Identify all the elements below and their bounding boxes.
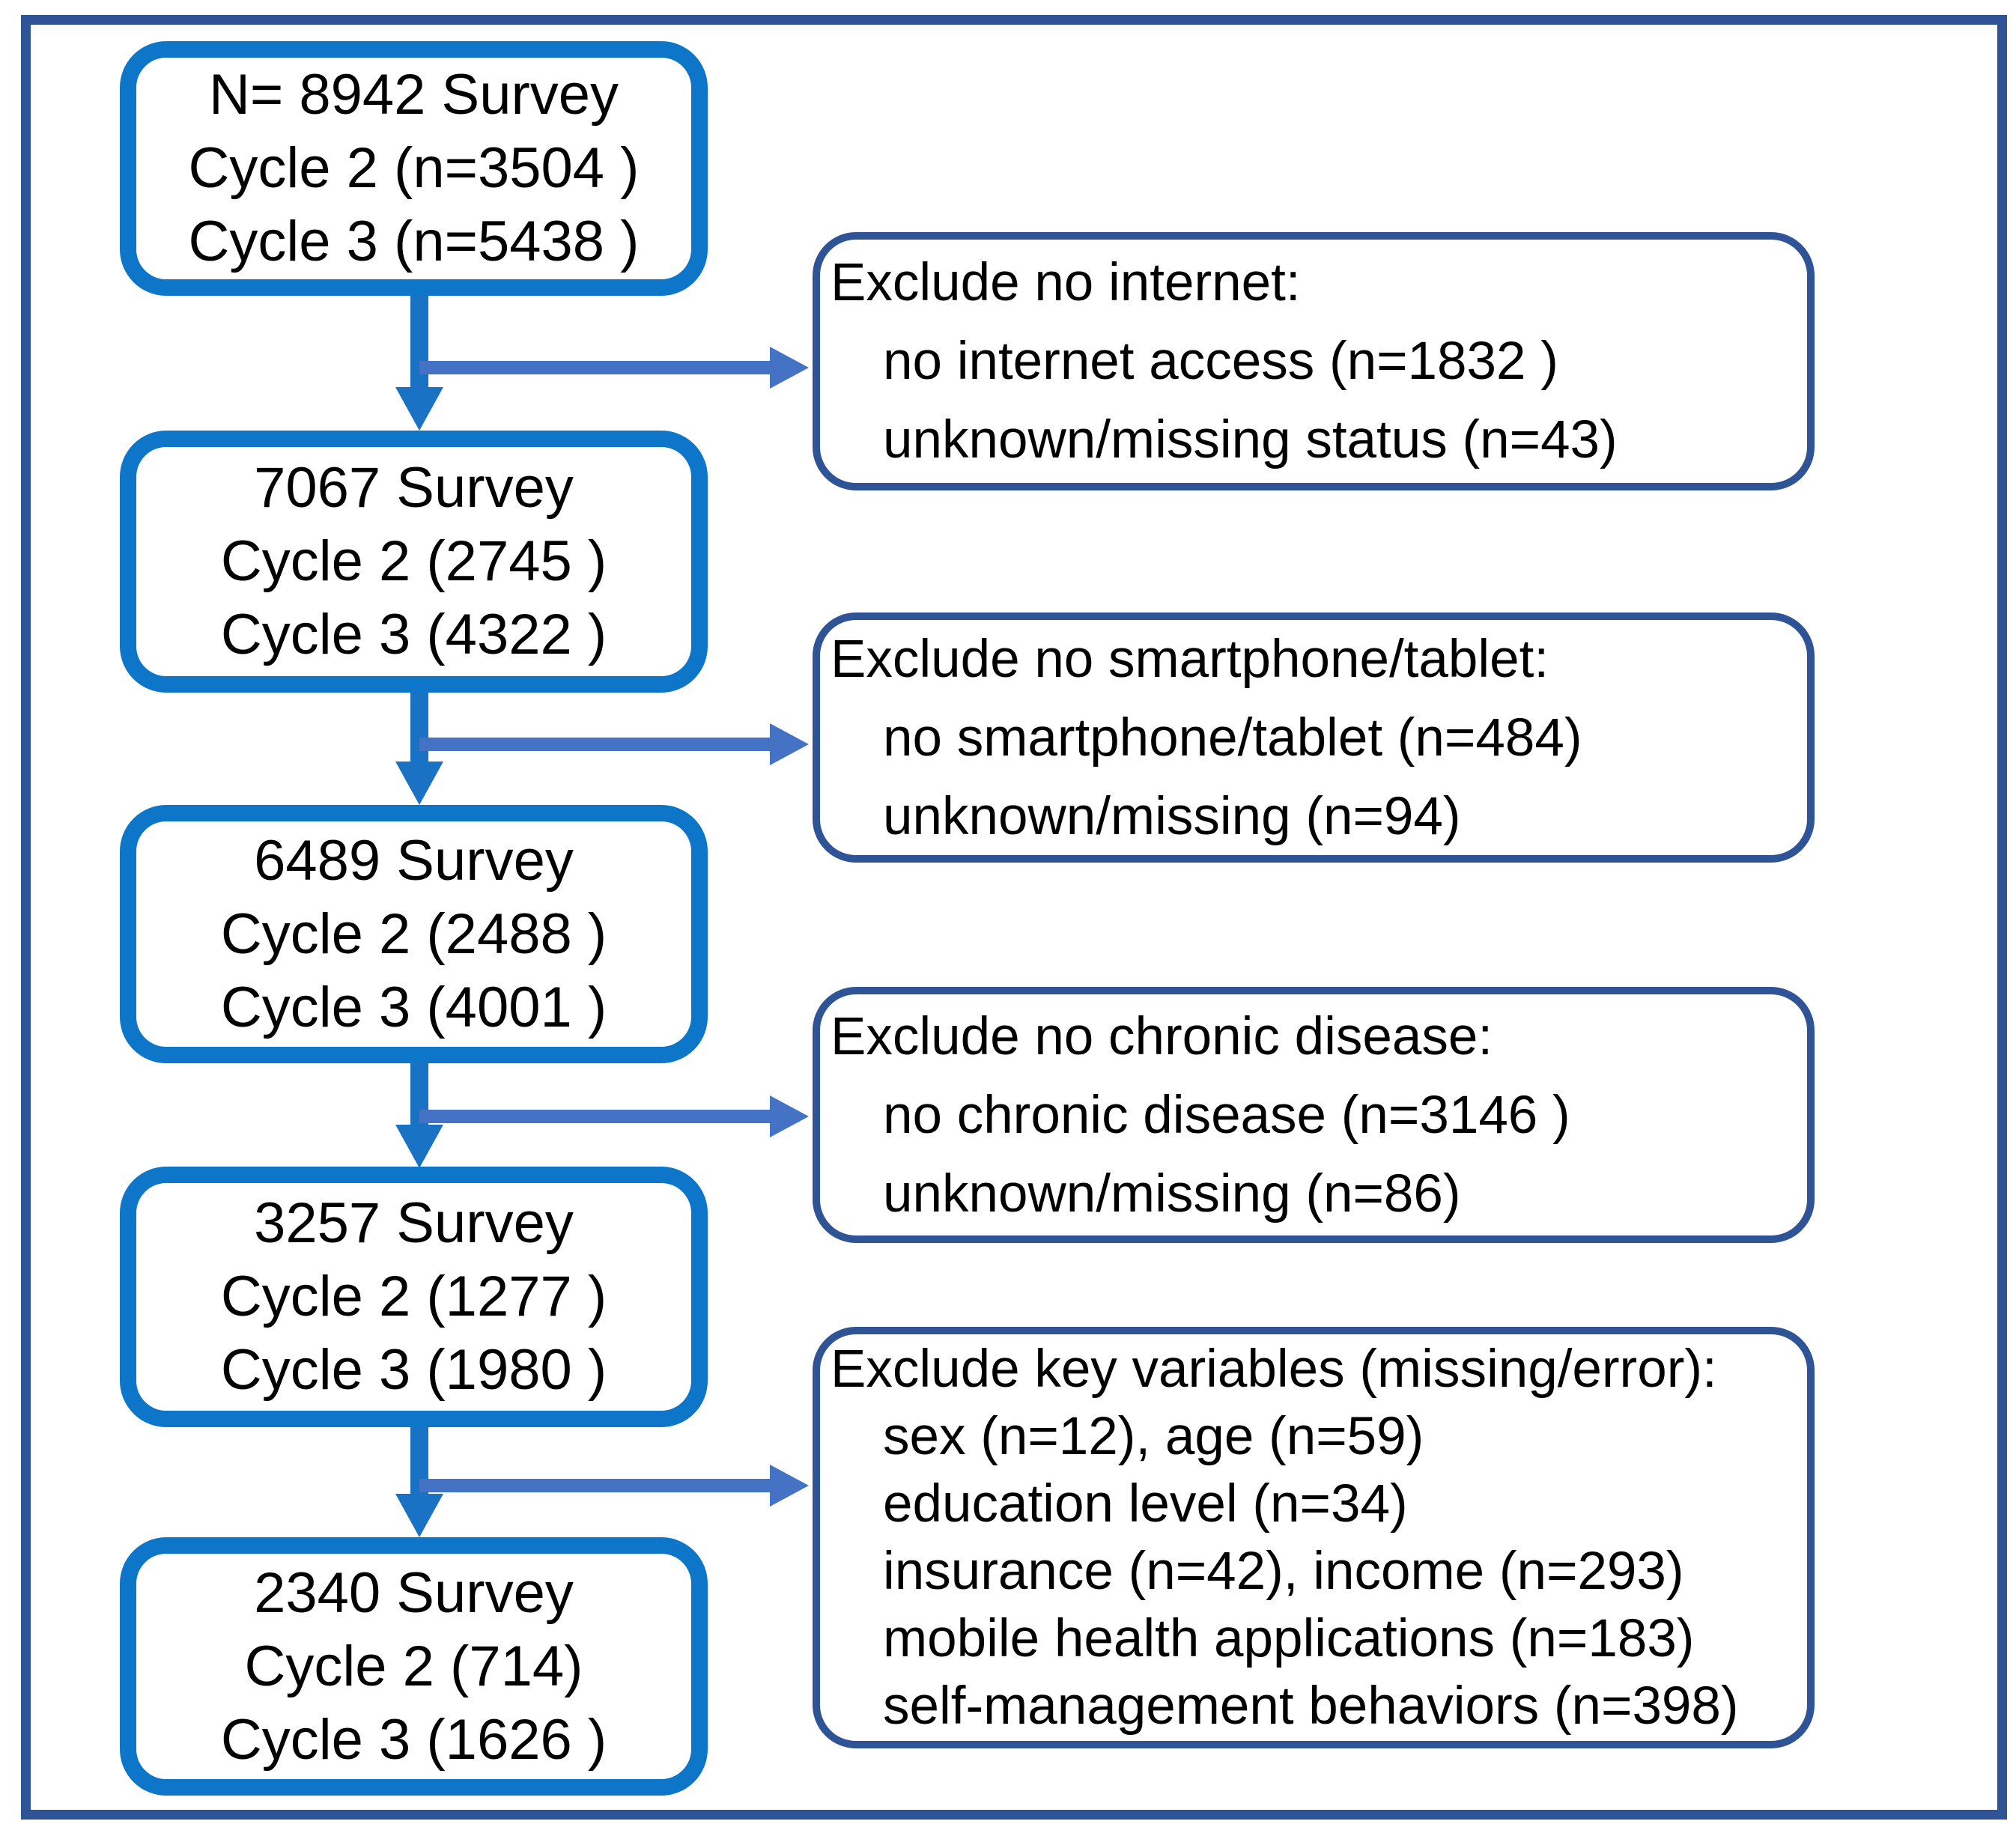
flow-arrow-down-1-head (395, 387, 443, 431)
survey-box-total: N= 8942 Survey Cycle 2 (n=3504 ) Cycle 3… (120, 41, 708, 296)
exclusion-arrow-2 (419, 738, 771, 751)
exclusion-item: no smartphone/tablet (n=484) (883, 708, 1582, 768)
survey-box-line: Cycle 3 (1980 ) (220, 1338, 607, 1402)
exclusion-item: unknown/missing status (n=43) (883, 410, 1618, 469)
exclusion-box-no-chronic-disease: Exclude no chronic disease: no chronic d… (813, 987, 1815, 1243)
exclusion-arrow-1 (419, 361, 771, 374)
survey-box-line: Cycle 2 (n=3504 ) (188, 136, 640, 200)
exclusion-item: no internet access (n=1832 ) (883, 332, 1558, 391)
flow-arrow-down-2-head (395, 762, 443, 805)
flow-arrow-down-2 (410, 691, 428, 763)
exclusion-title: Exclude key variables (missing/error): (831, 1339, 1717, 1399)
exclusion-title: Exclude no chronic disease: (831, 1006, 1493, 1066)
survey-box-line: Cycle 2 (2745 ) (220, 529, 607, 593)
survey-box-step-2: 7067 Survey Cycle 2 (2745 ) Cycle 3 (432… (120, 431, 708, 693)
exclusion-item: education level (n=34) (883, 1474, 1408, 1534)
exclusion-box-no-smartphone: Exclude no smartphone/tablet: no smartph… (813, 613, 1815, 863)
flow-arrow-down-3-head (395, 1125, 443, 1168)
survey-box-line: N= 8942 Survey (208, 63, 619, 127)
exclusion-item: unknown/missing (n=86) (883, 1164, 1461, 1224)
survey-box-line: Cycle 2 (1277 ) (220, 1265, 607, 1328)
exclusion-box-key-variables: Exclude key variables (missing/error): s… (813, 1327, 1815, 1748)
diagram-outer-frame (21, 15, 2007, 1820)
survey-box-line: 6489 Survey (254, 828, 574, 893)
survey-box-line: Cycle 3 (4322 ) (220, 603, 607, 666)
survey-box-final: 2340 Survey Cycle 2 (714) Cycle 3 (1626 … (120, 1537, 708, 1796)
exclusion-box-no-internet: Exclude no internet: no internet access … (813, 232, 1815, 490)
survey-box-line: Cycle 3 (1626 ) (220, 1707, 607, 1772)
exclusion-item: mobile health applications (n=183) (883, 1608, 1695, 1668)
survey-box-line: Cycle 2 (2488 ) (220, 902, 607, 966)
survey-box-line: 2340 Survey (254, 1560, 574, 1625)
exclusion-item: unknown/missing (n=94) (883, 786, 1461, 846)
survey-box-step-3: 6489 Survey Cycle 2 (2488 ) Cycle 3 (400… (120, 805, 708, 1063)
survey-box-line: 7067 Survey (254, 456, 574, 520)
flow-arrow-down-1 (410, 294, 428, 389)
survey-box-line: 3257 Survey (254, 1191, 574, 1255)
exclusion-arrow-3-head (770, 1095, 809, 1137)
exclusion-item: no chronic disease (n=3146 ) (883, 1085, 1570, 1145)
exclusion-arrow-4 (419, 1479, 771, 1492)
exclusion-arrow-2-head (770, 723, 809, 765)
exclusion-title: Exclude no internet: (831, 253, 1301, 312)
exclusion-arrow-4-head (770, 1465, 809, 1507)
exclusion-title: Exclude no smartphone/tablet: (831, 629, 1549, 689)
exclusion-arrow-1-head (770, 347, 809, 389)
survey-box-line: Cycle 3 (n=5438 ) (188, 210, 640, 273)
exclusion-item: sex (n=12), age (n=59) (883, 1406, 1424, 1466)
flow-arrow-down-4-head (395, 1494, 443, 1537)
survey-box-step-4: 3257 Survey Cycle 2 (1277 ) Cycle 3 (198… (120, 1167, 708, 1427)
survey-box-line: Cycle 2 (714) (244, 1634, 583, 1698)
exclusion-arrow-3 (419, 1110, 771, 1123)
survey-box-line: Cycle 3 (4001 ) (220, 975, 607, 1039)
exclusion-item: self-management behaviors (n=398) (883, 1676, 1739, 1736)
exclusion-item: insurance (n=42), income (n=293) (883, 1541, 1684, 1601)
